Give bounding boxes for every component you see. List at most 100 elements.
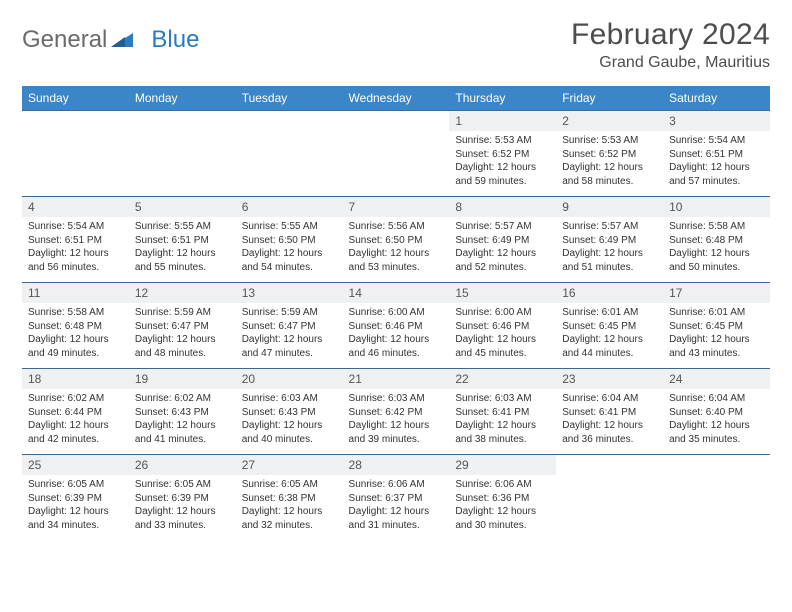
day-header-row: Sunday Monday Tuesday Wednesday Thursday… [22, 86, 770, 111]
day-number-cell: 21 [343, 369, 450, 390]
day-number-cell: 17 [663, 283, 770, 304]
sunrise-text: Sunrise: 5:53 AM [562, 134, 657, 148]
daylight-text-2: and 40 minutes. [242, 433, 337, 447]
day-detail-cell [663, 475, 770, 540]
day-detail-cell: Sunrise: 6:05 AMSunset: 6:39 PMDaylight:… [22, 475, 129, 540]
dayhead-thu: Thursday [449, 86, 556, 111]
day-number-cell: 28 [343, 455, 450, 476]
sunrise-text: Sunrise: 5:54 AM [28, 220, 123, 234]
sunset-text: Sunset: 6:44 PM [28, 406, 123, 420]
sunset-text: Sunset: 6:51 PM [28, 234, 123, 248]
day-number-cell: 20 [236, 369, 343, 390]
day-detail-cell: Sunrise: 6:04 AMSunset: 6:41 PMDaylight:… [556, 389, 663, 455]
dayhead-wed: Wednesday [343, 86, 450, 111]
daylight-text-2: and 42 minutes. [28, 433, 123, 447]
sunset-text: Sunset: 6:48 PM [669, 234, 764, 248]
sunset-text: Sunset: 6:43 PM [242, 406, 337, 420]
sunset-text: Sunset: 6:41 PM [455, 406, 550, 420]
sunset-text: Sunset: 6:39 PM [28, 492, 123, 506]
sunrise-text: Sunrise: 6:06 AM [349, 478, 444, 492]
dayhead-tue: Tuesday [236, 86, 343, 111]
day-number-cell: 19 [129, 369, 236, 390]
daylight-text-2: and 53 minutes. [349, 261, 444, 275]
day-number-cell: 7 [343, 197, 450, 218]
daylight-text-1: Daylight: 12 hours [455, 247, 550, 261]
sunset-text: Sunset: 6:41 PM [562, 406, 657, 420]
logo-text-blue: Blue [151, 26, 199, 54]
day-detail-cell: Sunrise: 5:59 AMSunset: 6:47 PMDaylight:… [129, 303, 236, 369]
sunrise-text: Sunrise: 6:05 AM [242, 478, 337, 492]
day-number-cell: 3 [663, 111, 770, 132]
daylight-text-2: and 57 minutes. [669, 175, 764, 189]
daylight-text-1: Daylight: 12 hours [28, 419, 123, 433]
sunset-text: Sunset: 6:49 PM [455, 234, 550, 248]
dayhead-fri: Friday [556, 86, 663, 111]
daylight-text-2: and 51 minutes. [562, 261, 657, 275]
day-number-cell [663, 455, 770, 476]
sunset-text: Sunset: 6:37 PM [349, 492, 444, 506]
sunrise-text: Sunrise: 5:59 AM [242, 306, 337, 320]
sunset-text: Sunset: 6:42 PM [349, 406, 444, 420]
daylight-text-2: and 54 minutes. [242, 261, 337, 275]
daylight-text-2: and 33 minutes. [135, 519, 230, 533]
sunrise-text: Sunrise: 5:59 AM [135, 306, 230, 320]
sunrise-text: Sunrise: 5:56 AM [349, 220, 444, 234]
day-detail-cell: Sunrise: 5:58 AMSunset: 6:48 PMDaylight:… [663, 217, 770, 283]
logo: General Blue [22, 18, 199, 54]
daynum-row: 123 [22, 111, 770, 132]
sunrise-text: Sunrise: 5:58 AM [669, 220, 764, 234]
daylight-text-1: Daylight: 12 hours [28, 333, 123, 347]
sunrise-text: Sunrise: 5:53 AM [455, 134, 550, 148]
daynum-row: 18192021222324 [22, 369, 770, 390]
daynum-row: 45678910 [22, 197, 770, 218]
daylight-text-1: Daylight: 12 hours [242, 419, 337, 433]
daylight-text-2: and 45 minutes. [455, 347, 550, 361]
day-number-cell: 12 [129, 283, 236, 304]
daylight-text-1: Daylight: 12 hours [562, 333, 657, 347]
day-detail-cell: Sunrise: 5:55 AMSunset: 6:51 PMDaylight:… [129, 217, 236, 283]
day-number-cell [22, 111, 129, 132]
sunrise-text: Sunrise: 6:01 AM [562, 306, 657, 320]
day-number-cell: 2 [556, 111, 663, 132]
daylight-text-1: Daylight: 12 hours [669, 333, 764, 347]
daylight-text-1: Daylight: 12 hours [135, 333, 230, 347]
day-number-cell: 6 [236, 197, 343, 218]
detail-row: Sunrise: 6:05 AM Sunset: 6:39 PMDaylight:… [22, 475, 770, 540]
daylight-text-2: and 47 minutes. [242, 347, 337, 361]
daylight-text-2: and 36 minutes. [562, 433, 657, 447]
sunrise-text: Sunrise: 6:03 AM [242, 392, 337, 406]
day-detail-cell: Sunrise: 5:57 AMSunset: 6:49 PMDaylight:… [449, 217, 556, 283]
day-detail-cell: Sunrise: 6:03 AMSunset: 6:42 PMDaylight:… [343, 389, 450, 455]
daylight-text-1: Daylight: 12 hours [669, 247, 764, 261]
title-block: February 2024 Grand Gaube, Mauritius [571, 18, 770, 72]
daylight-text-1: Daylight: 12 hours [455, 161, 550, 175]
day-number-cell: 10 [663, 197, 770, 218]
daylight-text-1: Daylight: 12 hours [562, 419, 657, 433]
day-detail-cell: Sunrise: 5:59 AMSunset: 6:47 PMDaylight:… [236, 303, 343, 369]
daylight-text-2: and 44 minutes. [562, 347, 657, 361]
day-detail-cell: Sunrise: 6:01 AMSunset: 6:45 PMDaylight:… [556, 303, 663, 369]
daylight-text-1: Daylight: 12 hours [28, 505, 123, 519]
day-detail-cell: Sunrise: 6:00 AMSunset: 6:46 PMDaylight:… [449, 303, 556, 369]
sunset-text: Sunset: 6:47 PM [135, 320, 230, 334]
day-number-cell: 11 [22, 283, 129, 304]
day-detail-cell: Sunrise: 5:57 AMSunset: 6:49 PMDaylight:… [556, 217, 663, 283]
daylight-text-2: and 52 minutes. [455, 261, 550, 275]
day-number-cell [236, 111, 343, 132]
dayhead-mon: Monday [129, 86, 236, 111]
day-number-cell: 15 [449, 283, 556, 304]
day-number-cell: 13 [236, 283, 343, 304]
sunset-text: Sunset: 6:38 PM [242, 492, 337, 506]
day-detail-cell: Sunrise: 6:06 AMSunset: 6:36 PMDaylight:… [449, 475, 556, 540]
daylight-text-2: and 30 minutes. [455, 519, 550, 533]
sunrise-text: Sunrise: 6:02 AM [28, 392, 123, 406]
daylight-text-2: and 32 minutes. [242, 519, 337, 533]
logo-mark-icon [111, 26, 133, 54]
daylight-text-1: Daylight: 12 hours [242, 247, 337, 261]
daynum-row: 11121314151617 [22, 283, 770, 304]
sunset-text: Sunset: 6:45 PM [669, 320, 764, 334]
sunset-text: Sunset: 6:51 PM [669, 148, 764, 162]
daylight-text-1: Daylight: 12 hours [349, 419, 444, 433]
day-number-cell [129, 111, 236, 132]
sunrise-text: Sunrise: 6:06 AM [455, 478, 550, 492]
